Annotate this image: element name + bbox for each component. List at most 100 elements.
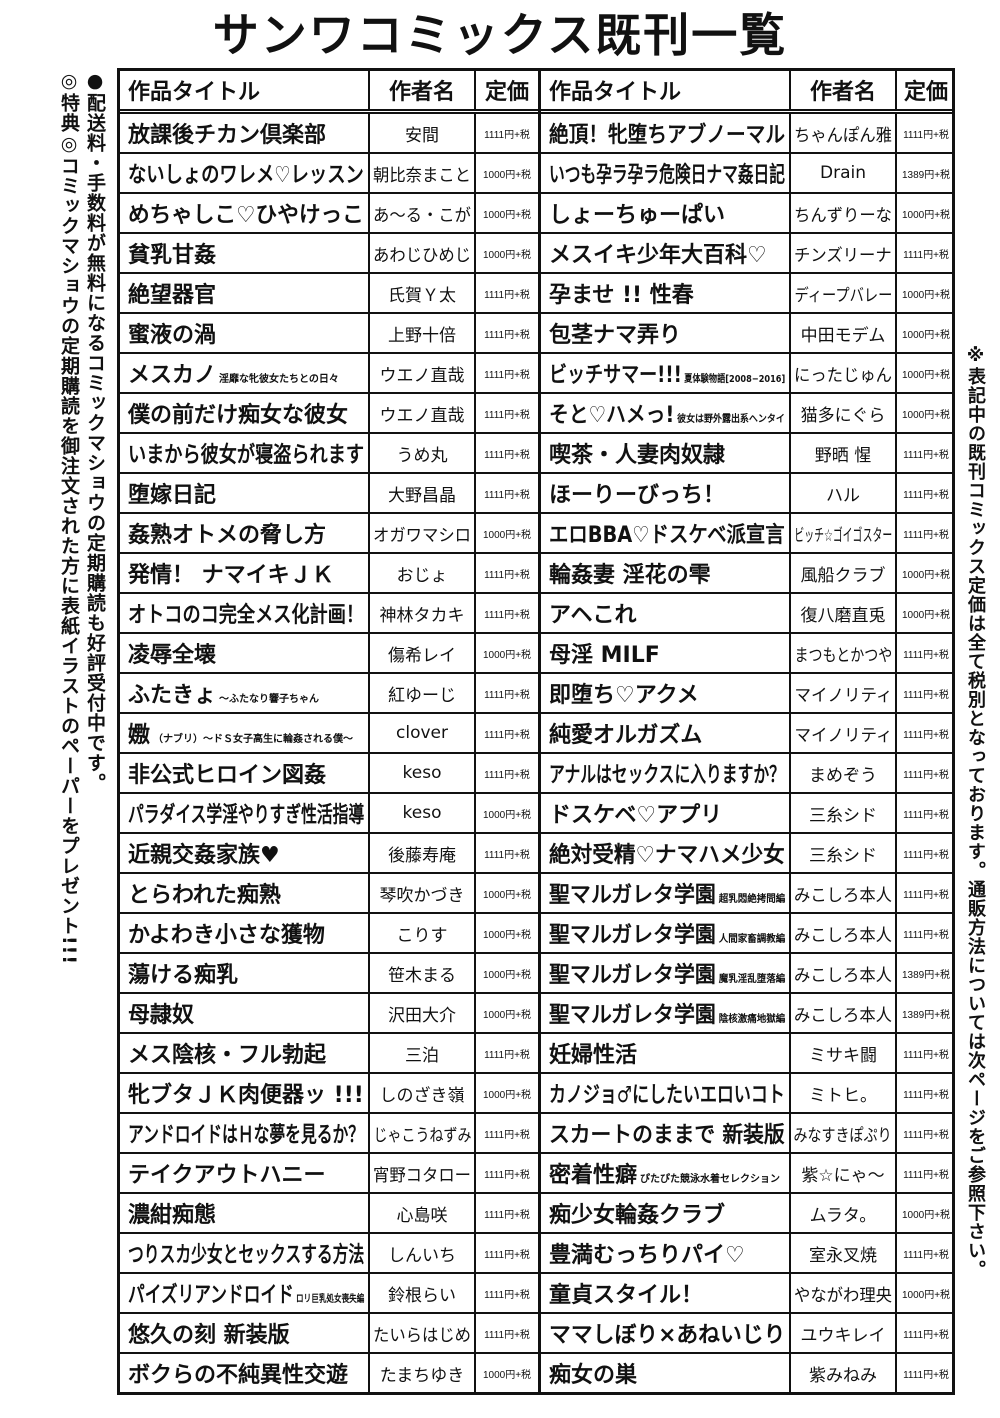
comic-title: 痴少女輪姦クラブ bbox=[541, 1194, 791, 1232]
comic-price: 1111円+税 bbox=[903, 689, 949, 701]
page-title: サンワコミックス既刊一覧 bbox=[212, 8, 788, 62]
table-row: ふたきょ 〜ふたなり響子ちゃん 紅ゆーじ 1111円+税 bbox=[120, 674, 538, 714]
table-row: そと♡ハメっ! 彼女は野外露出系ヘンタイ 猫多にぐら 1000円+税 bbox=[541, 394, 955, 434]
comic-author: ちゃんぽん雅 bbox=[791, 114, 897, 152]
author-text: たまちゆき bbox=[379, 1365, 465, 1386]
comic-title: 聖マルガレタ学園 超乳悶絶拷問編 bbox=[541, 874, 791, 912]
author-text: マイノリティ bbox=[793, 685, 892, 706]
table-row: 嫐（ナブリ）〜ドＳ女子高生に輪姦される僕〜 clover 1111円+税 bbox=[120, 714, 538, 754]
comic-price: 1111円+税 bbox=[903, 1129, 949, 1141]
author-text: ちんずりーな bbox=[794, 205, 892, 226]
comic-title: 濃紺痴態 bbox=[120, 1194, 370, 1232]
comic-author: みこしろ本人 bbox=[791, 914, 897, 952]
comic-price: 1111円+税 bbox=[484, 1129, 530, 1141]
comic-title: 蜜液の渦 bbox=[120, 314, 370, 352]
title-subtitle: 超乳悶絶拷問編 bbox=[718, 894, 786, 905]
author-text: にったじゅん bbox=[794, 365, 892, 386]
comic-price: 1111円+税 bbox=[903, 1049, 949, 1061]
title-main: メスカノ bbox=[128, 363, 217, 388]
title-main: 孕ませ !! 性春 bbox=[549, 283, 694, 308]
author-text: 心島咲 bbox=[396, 1205, 448, 1226]
table-row: カノジョ♂にしたいエロいコト ミトヒ。 1111円+税 bbox=[541, 1074, 955, 1114]
author-text: 鈴根らい bbox=[388, 1285, 456, 1306]
comic-author: ウエノ直哉 bbox=[370, 354, 476, 392]
comic-author: Drain bbox=[791, 154, 897, 192]
title-text: 嫐（ナブリ）〜ドＳ女子高生に輪姦される僕〜 bbox=[128, 717, 353, 749]
author-text: keso bbox=[402, 803, 442, 823]
comic-author: ミサキ闘 bbox=[791, 1034, 897, 1072]
comic-title: ボクらの不純異性交遊 bbox=[120, 1354, 370, 1392]
comic-author: 鈴根らい bbox=[370, 1274, 476, 1312]
table-row: ほーりーびっち！ ハル 1111円+税 bbox=[541, 474, 955, 514]
title-text: 妊婦性活 bbox=[549, 1037, 637, 1069]
author-text: 風船クラブ bbox=[800, 565, 886, 586]
comic-price: 1111円+税 bbox=[484, 1049, 530, 1061]
author-text: 三糸シド bbox=[809, 845, 877, 866]
catalog-right-half: 作品タイトル 作者名 定価 絶頂！牝堕ちアブノーマル ちゃんぽん雅 1111円+税い… bbox=[538, 71, 955, 1392]
title-text: メスカノ 淫靡な牝彼女たちとの日々 bbox=[128, 357, 339, 389]
comic-title: 発情！ ナマイキＪＫ bbox=[120, 554, 370, 592]
title-main: 放課後チカン倶楽部 bbox=[128, 123, 327, 148]
comic-price: 1111円+税 bbox=[484, 729, 530, 741]
title-text: 凌辱全壊 bbox=[128, 637, 216, 669]
title-text: カノジョ♂にしたいエロいコト bbox=[549, 1077, 785, 1109]
comic-price: 1389円+税 bbox=[901, 969, 951, 981]
author-text: じゃこうねずみ bbox=[373, 1125, 471, 1146]
title-main: かよわき小さな獲物 bbox=[128, 923, 325, 948]
comic-title: メス陰核・フル勃起 bbox=[120, 1034, 370, 1072]
title-subtitle: 淫靡な牝彼女たちとの日々 bbox=[219, 374, 339, 385]
comic-author: 紅ゆーじ bbox=[370, 674, 476, 712]
comic-price: 1111円+税 bbox=[484, 449, 530, 461]
author-text: 紅ゆーじ bbox=[388, 685, 456, 706]
title-text: 絶対受精♡ナマハメ少女 bbox=[549, 837, 785, 869]
comic-title: 包茎ナマ弄り bbox=[541, 314, 791, 352]
title-text: そと♡ハメっ! 彼女は野外露出系ヘンタイ bbox=[549, 397, 785, 429]
title-text: 姦熟オトメの脅し方 bbox=[128, 517, 326, 549]
comic-author: ディープバレー bbox=[791, 274, 897, 312]
title-main: 聖マルガレタ学園 bbox=[549, 883, 716, 908]
author-text: ウエノ直哉 bbox=[379, 405, 465, 426]
title-text: 牝ブタＪＫ肉便器ッ !!! bbox=[128, 1077, 364, 1109]
comic-price: 1000円+税 bbox=[482, 529, 532, 541]
header-author: 作者名 bbox=[370, 71, 476, 109]
comic-title: 痴女の巣 bbox=[541, 1354, 791, 1392]
title-main: 牝ブタＪＫ肉便器ッ !!! bbox=[128, 1083, 364, 1108]
comic-title: エロBBA♡ドスケベ派宣言 bbox=[541, 514, 791, 552]
table-row: 喫茶・人妻肉奴隷 野晒 惺 1111円+税 bbox=[541, 434, 955, 474]
comic-author: ユウキレイ bbox=[791, 1314, 897, 1352]
author-text: オガワマシロ bbox=[373, 525, 471, 546]
title-text: 童貞スタイル！ bbox=[549, 1277, 703, 1309]
comic-title: アンドロイドはＨな夢を見るか？ bbox=[120, 1114, 370, 1152]
title-text: しょーちゅーぱい bbox=[549, 197, 725, 229]
author-text: しのざき嶺 bbox=[379, 1085, 465, 1106]
title-text: 非公式ヒロイン図姦 bbox=[128, 757, 326, 789]
title-text: 聖マルガレタ学園 超乳悶絶拷問編 bbox=[549, 877, 785, 909]
comic-title: 絶望器官 bbox=[120, 274, 370, 312]
comic-price: 1000円+税 bbox=[482, 969, 532, 981]
table-row: ないしょのワレメ♡レッスン 朝比奈まこと 1000円+税 bbox=[120, 154, 538, 194]
comic-price: 1389円+税 bbox=[901, 1009, 951, 1021]
comic-author: 沢田大介 bbox=[370, 994, 476, 1032]
comic-price: 1111円+税 bbox=[484, 1289, 530, 1301]
title-text: メスイキ少年大百科♡ bbox=[549, 237, 767, 269]
comic-title: ないしょのワレメ♡レッスン bbox=[120, 154, 370, 192]
author-text: 神林タカキ bbox=[379, 605, 465, 626]
table-row: アンドロイドはＨな夢を見るか？ じゃこうねずみ 1111円+税 bbox=[120, 1114, 538, 1154]
comic-title: 妊婦性活 bbox=[541, 1034, 791, 1072]
comic-price: 1111円+税 bbox=[484, 1329, 530, 1341]
title-main: 聖マルガレタ学園 bbox=[549, 963, 716, 988]
title-text: かよわき小さな獲物 bbox=[128, 917, 325, 949]
comic-author: ビッチ☆ゴイゴスター bbox=[791, 514, 897, 552]
title-subtitle: 陰核激痛地獄編 bbox=[718, 1014, 786, 1025]
author-text: ハル bbox=[826, 485, 860, 506]
title-subtitle: ぴたぴた競泳水着セレクション bbox=[640, 1174, 781, 1185]
table-row: いつも孕ラ孕ラ危険日ナマ姦日記 Drain 1389円+税 bbox=[541, 154, 955, 194]
title-text: 悠久の刻 新装版 bbox=[128, 1317, 290, 1349]
table-row: 痴女の巣 紫みねみ 1111円+税 bbox=[541, 1354, 955, 1392]
comic-price: 1111円+税 bbox=[484, 1169, 530, 1181]
author-text: 宵野コタロー bbox=[373, 1165, 471, 1186]
comic-price: 1111円+税 bbox=[903, 1369, 949, 1381]
comic-title: 母淫 MILF bbox=[541, 634, 791, 672]
author-text: ムラタ。 bbox=[809, 1205, 877, 1226]
comic-author: keso bbox=[370, 754, 476, 792]
